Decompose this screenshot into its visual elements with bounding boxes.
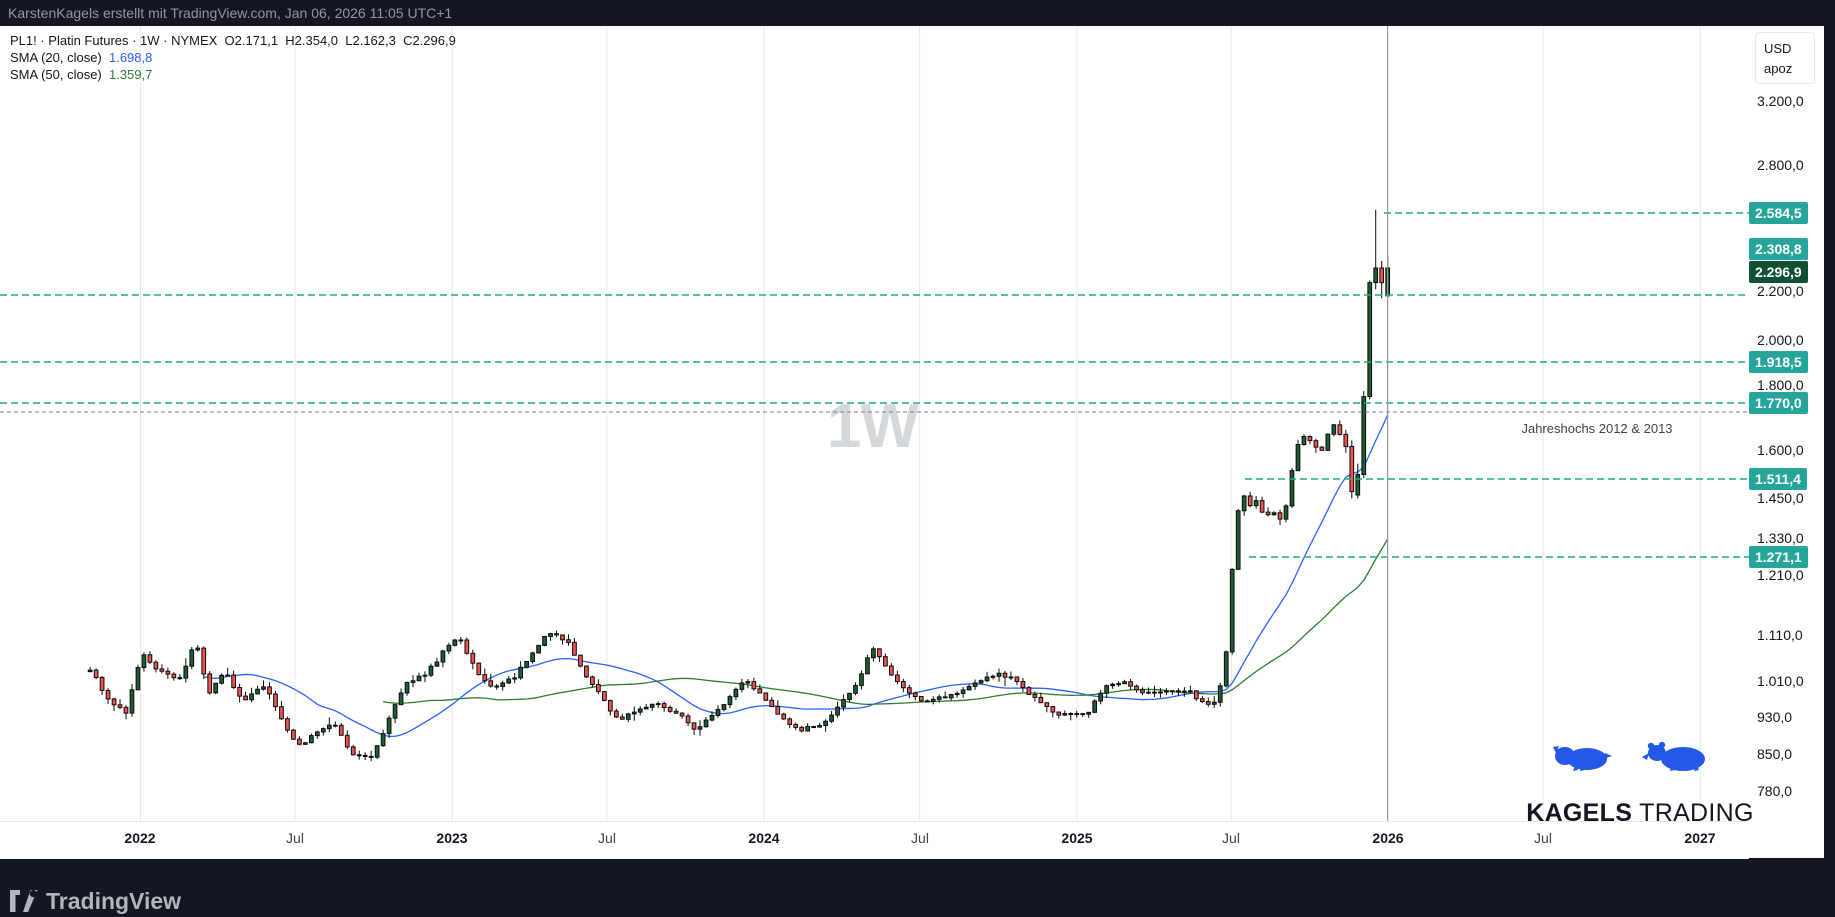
svg-text:Jahreshochs 2012 & 2013: Jahreshochs 2012 & 2013 (1521, 421, 1672, 436)
